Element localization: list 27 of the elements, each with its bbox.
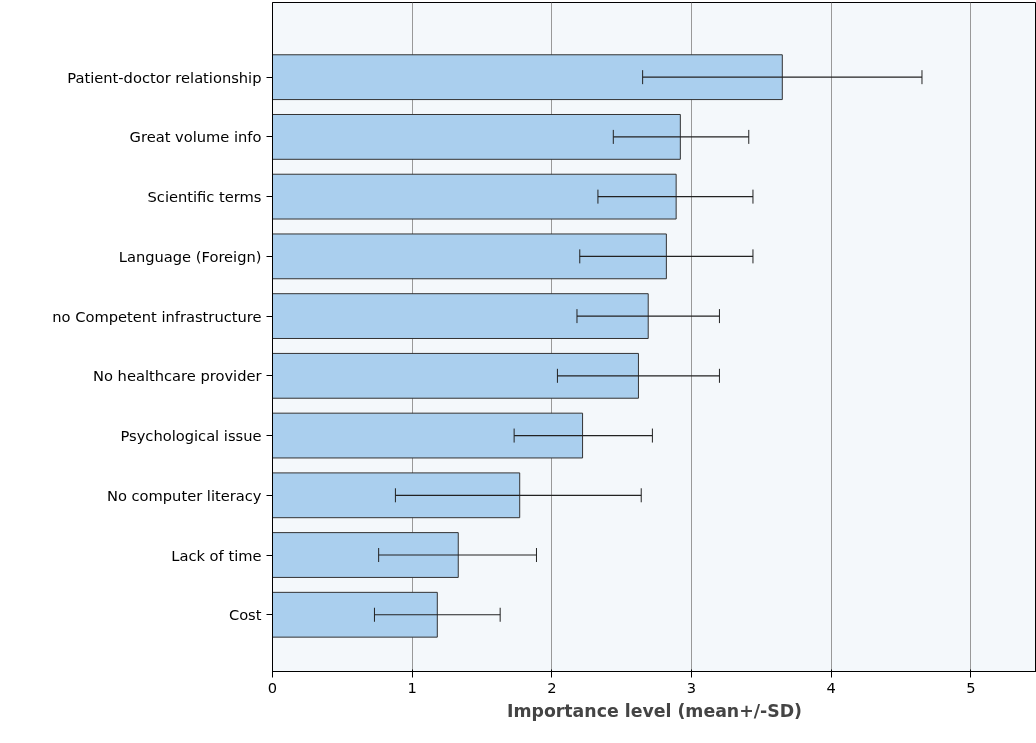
y-tick-label: No computer literacy — [106, 486, 262, 504]
y-tick-label: Scientific terms — [147, 188, 262, 206]
y-tick-label: Lack of time — [171, 546, 262, 564]
x-tick-label: 1 — [407, 678, 417, 696]
y-tick-label: Cost — [228, 606, 262, 624]
x-tick-label: 0 — [267, 678, 278, 696]
bar — [272, 114, 681, 160]
y-tick-label: No healthcare provider — [93, 367, 263, 385]
bar — [272, 352, 639, 399]
x-tick-label: 4 — [826, 678, 836, 696]
y-tick-label: Great volume info — [129, 128, 262, 146]
x-tick-label: 5 — [966, 678, 976, 696]
y-tick-label: Patient-doctor relationship — [67, 68, 262, 86]
x-axis-title: Importance level (mean+/-SD) — [506, 700, 803, 721]
bar — [272, 54, 783, 101]
x-tick-label: 3 — [686, 678, 697, 696]
x-tick-label: 2 — [547, 678, 557, 696]
bar — [272, 412, 584, 459]
bar — [272, 233, 667, 280]
bar — [272, 173, 677, 220]
y-tick-label: no Competent infrastructure — [52, 307, 262, 325]
y-tick-label: Language (Foreign) — [118, 247, 262, 265]
y-tick-label: Psychological issue — [120, 427, 262, 445]
bar — [272, 472, 521, 519]
bar — [272, 591, 438, 638]
bar — [272, 532, 459, 578]
bar — [272, 293, 649, 339]
